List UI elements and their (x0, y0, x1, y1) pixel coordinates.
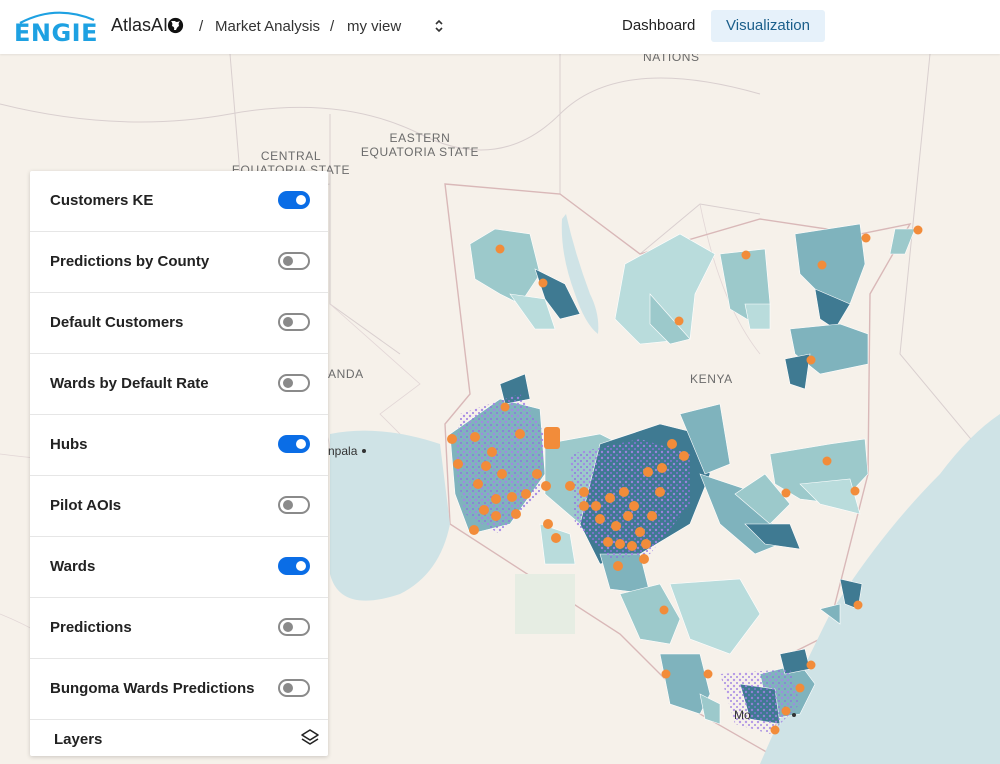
nav-visualization[interactable]: Visualization (711, 10, 825, 42)
layers-panel: Customers KE Predictions by County Defau… (30, 171, 328, 756)
chevron-up-down-icon[interactable] (433, 15, 445, 37)
layer-row-customers-ke: Customers KE (30, 171, 328, 232)
layer-label: Predictions (50, 619, 132, 636)
toggle-knob (296, 439, 306, 449)
layer-label: Pilot AOIs (50, 497, 122, 514)
engie-logo[interactable]: ENGIE (14, 10, 99, 47)
layer-row-predictions-by-county: Predictions by County (30, 232, 328, 293)
breadcrumb-separator: / (199, 18, 204, 35)
logo-arc-icon (19, 11, 95, 24)
layer-toggle-default-customers[interactable] (278, 313, 310, 331)
breadcrumb-market-analysis[interactable]: Market Analysis (215, 18, 321, 35)
layer-row-wards: Wards (30, 537, 328, 598)
layer-row-hubs: Hubs (30, 415, 328, 476)
hubs-layer (447, 225, 923, 735)
view-selector[interactable]: my view (347, 18, 402, 35)
map-label-uganda: ANDA (328, 367, 364, 381)
layer-label: Hubs (50, 436, 88, 453)
layers-footer-label: Layers (54, 731, 103, 748)
top-bar: ENGIE AtlasAI / Market Analysis / my vie… (0, 0, 1000, 54)
toggle-knob (283, 317, 293, 327)
layer-label: Predictions by County (50, 253, 210, 270)
toggle-knob (283, 378, 293, 388)
layer-toggle-predictions[interactable] (278, 618, 310, 636)
layer-toggle-predictions-by-county[interactable] (278, 252, 310, 270)
layer-label: Customers KE (50, 192, 154, 209)
toggle-knob (283, 622, 293, 632)
map-label-mombasa: Mo (734, 708, 751, 722)
layer-row-pilot-aois: Pilot AOIs (30, 476, 328, 537)
toggle-knob (283, 683, 293, 693)
toggle-knob (283, 500, 293, 510)
layer-label: Default Customers (50, 314, 184, 331)
layers-footer[interactable]: Layers (30, 720, 328, 756)
layer-row-wards-by-default-rate: Wards by Default Rate (30, 354, 328, 415)
map-label-kampala: npala (328, 444, 358, 458)
layer-row-bungoma-wards-predictions: Bungoma Wards Predictions (30, 659, 328, 720)
nav-dashboard[interactable]: Dashboard (622, 17, 696, 34)
layer-row-predictions: Predictions (30, 598, 328, 659)
layer-toggle-customers-ke[interactable] (278, 191, 310, 209)
map-label-eastern-equatoria: EASTERN EQUATORIA STATE (360, 131, 480, 159)
toggle-knob (296, 561, 306, 571)
layer-toggle-wards-by-default-rate[interactable] (278, 374, 310, 392)
layer-label: Wards by Default Rate (50, 375, 209, 392)
layer-toggle-pilot-aois[interactable] (278, 496, 310, 514)
layer-label: Wards (50, 558, 96, 575)
layer-row-default-customers: Default Customers (30, 293, 328, 354)
breadcrumb-separator: / (330, 18, 335, 35)
product-name: AtlasAI (111, 15, 169, 35)
toggle-knob (296, 195, 306, 205)
toggle-knob (283, 256, 293, 266)
layer-toggle-wards[interactable] (278, 557, 310, 575)
globe-icon (167, 17, 184, 34)
layers-icon[interactable] (300, 728, 320, 748)
layer-toggle-hubs[interactable] (278, 435, 310, 453)
customers-layer (455, 394, 800, 734)
map-label-central-equatoria: CENTRAL EQUATORIA STATE (231, 149, 351, 177)
map-label-kenya: KENYA (690, 372, 733, 386)
logo-text: ENGIE (14, 19, 99, 47)
layer-toggle-bungoma-wards-predictions[interactable] (278, 679, 310, 697)
layer-label: Bungoma Wards Predictions (50, 680, 255, 697)
